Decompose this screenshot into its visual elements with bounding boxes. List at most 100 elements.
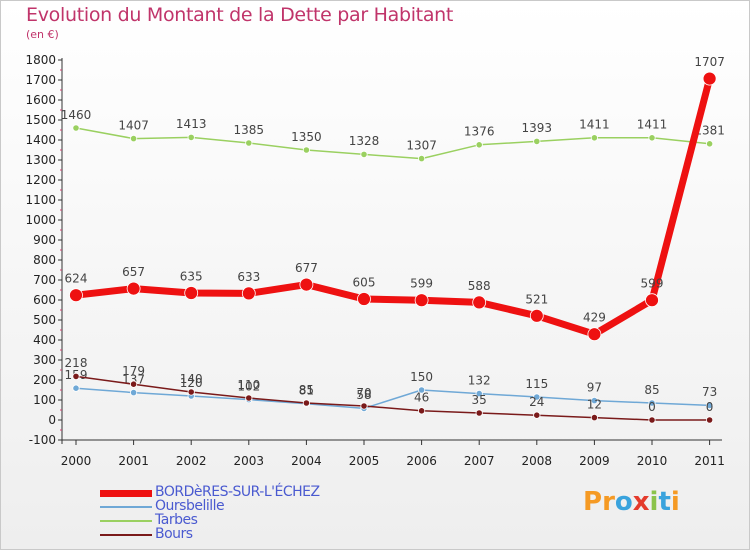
data-label-bours: 46 bbox=[414, 391, 429, 405]
series-line-tarbes bbox=[75, 127, 710, 160]
x-tick-label: 2007 bbox=[464, 454, 495, 468]
data-point-bours bbox=[245, 394, 253, 402]
data-label-bours: 0 bbox=[706, 400, 714, 414]
data-label-tarbes: 1407 bbox=[118, 118, 149, 132]
legend-swatch bbox=[100, 490, 152, 497]
chart-subtitle: (en €) bbox=[26, 28, 59, 41]
legend-item: BORDèRES-SUR-L'ÉCHEZ bbox=[100, 484, 420, 500]
data-label-tarbes: 1413 bbox=[176, 117, 207, 131]
data-point-tarbes bbox=[705, 140, 714, 148]
data-point-bord-res-sur-l-chez bbox=[587, 327, 602, 342]
legend-label: Oursbelille bbox=[155, 498, 225, 514]
data-label-oursbelille: 102 bbox=[237, 379, 260, 393]
data-label-tarbes: 1350 bbox=[291, 130, 322, 144]
data-point-bours bbox=[705, 416, 714, 424]
chart-title: Evolution du Montant de la Dette par Hab… bbox=[26, 4, 454, 26]
data-point-bord-res-sur-l-chez bbox=[357, 292, 371, 306]
x-tick-label: 2003 bbox=[234, 454, 265, 468]
data-label-oursbelille: 81 bbox=[299, 384, 314, 398]
series-line-oursbelille bbox=[75, 387, 710, 410]
data-label-tarbes: 1381 bbox=[694, 124, 725, 138]
data-label-bord-res-sur-l-chez: 635 bbox=[180, 270, 203, 284]
data-point-bord-res-sur-l-chez bbox=[126, 281, 141, 296]
data-label-tarbes: 1411 bbox=[579, 118, 610, 132]
data-point-bord-res-sur-l-chez bbox=[529, 308, 544, 323]
data-point-bours bbox=[302, 399, 310, 407]
data-point-oursbelille bbox=[705, 401, 714, 409]
y-tick-label: 800 bbox=[33, 253, 56, 267]
logo-letter: r bbox=[602, 487, 615, 517]
y-tick-label: 1400 bbox=[25, 133, 56, 147]
data-label-bord-res-sur-l-chez: 633 bbox=[237, 270, 260, 284]
data-label-bours: 0 bbox=[648, 400, 656, 414]
logo-letter: x bbox=[632, 487, 650, 517]
x-tick-label: 2011 bbox=[694, 454, 725, 468]
x-tick-label: 2000 bbox=[61, 454, 92, 468]
data-label-bord-res-sur-l-chez: 624 bbox=[65, 272, 88, 286]
data-point-tarbes bbox=[590, 134, 599, 142]
data-point-bours bbox=[533, 411, 541, 419]
data-label-bours: 110 bbox=[237, 378, 260, 392]
data-point-oursbelille bbox=[475, 389, 483, 398]
data-label-tarbes: 1460 bbox=[61, 108, 92, 122]
x-tick-label: 2006 bbox=[406, 454, 437, 468]
y-tick-label: 1600 bbox=[25, 93, 56, 107]
data-point-bord-res-sur-l-chez bbox=[69, 288, 83, 303]
data-point-bord-res-sur-l-chez bbox=[241, 286, 256, 301]
data-label-bours: 70 bbox=[356, 386, 371, 400]
x-tick-label: 2010 bbox=[637, 454, 668, 468]
data-label-tarbes: 1307 bbox=[406, 138, 437, 152]
data-label-bord-res-sur-l-chez: 599 bbox=[641, 277, 664, 291]
logo-letter: i bbox=[670, 487, 680, 517]
legend-swatch bbox=[100, 506, 152, 508]
data-label-tarbes: 1411 bbox=[637, 118, 668, 132]
data-point-tarbes bbox=[417, 155, 426, 163]
y-tick-label: 700 bbox=[33, 273, 56, 287]
data-label-bord-res-sur-l-chez: 521 bbox=[525, 292, 548, 306]
legend-label: BORDèRES-SUR-L'ÉCHEZ bbox=[155, 484, 320, 500]
data-label-bord-res-sur-l-chez: 605 bbox=[353, 276, 376, 290]
y-tick-label: 900 bbox=[33, 233, 56, 247]
legend: BORDèRES-SUR-L'ÉCHEZ Oursbelille Tarbes Bou… bbox=[100, 484, 420, 542]
data-point-tarbes bbox=[187, 133, 195, 141]
data-point-tarbes bbox=[475, 141, 483, 149]
y-tick-label: 200 bbox=[33, 373, 56, 387]
y-tick-label: 400 bbox=[33, 333, 56, 347]
data-point-tarbes bbox=[72, 124, 80, 132]
legend-swatch bbox=[100, 520, 152, 522]
data-point-oursbelille bbox=[130, 388, 138, 397]
data-point-bord-res-sur-l-chez bbox=[184, 286, 199, 300]
legend-item: Bours bbox=[100, 526, 420, 542]
data-label-bord-res-sur-l-chez: 657 bbox=[122, 265, 145, 279]
data-label-bours: 24 bbox=[529, 395, 544, 409]
data-point-bours bbox=[130, 380, 138, 388]
data-label-bours: 12 bbox=[587, 397, 602, 411]
data-point-oursbelille bbox=[590, 396, 599, 405]
data-point-bours bbox=[648, 416, 656, 424]
data-point-tarbes bbox=[245, 139, 253, 147]
data-label-bours: 179 bbox=[122, 364, 145, 378]
data-point-bours bbox=[72, 372, 80, 380]
legend-label: Bours bbox=[155, 526, 193, 542]
data-label-oursbelille: 115 bbox=[525, 377, 548, 391]
data-label-bord-res-sur-l-chez: 429 bbox=[583, 311, 606, 325]
legend-swatch bbox=[100, 534, 152, 536]
data-label-bours: 140 bbox=[180, 372, 203, 386]
y-tick-label: 1300 bbox=[25, 153, 56, 167]
data-label-oursbelille: 73 bbox=[702, 385, 717, 399]
y-tick-label: 1000 bbox=[25, 213, 56, 227]
y-tick-label: 500 bbox=[33, 313, 56, 327]
logo-letter: P bbox=[583, 487, 603, 517]
data-point-bours bbox=[475, 409, 483, 417]
data-label-tarbes: 1385 bbox=[234, 123, 265, 137]
legend-item: Tarbes bbox=[100, 512, 420, 528]
data-label-oursbelille: 150 bbox=[410, 370, 433, 384]
series-line-bours bbox=[75, 375, 710, 421]
y-tick-label: 1500 bbox=[25, 113, 56, 127]
y-tick-label: 600 bbox=[33, 293, 56, 307]
data-point-bord-res-sur-l-chez bbox=[472, 295, 487, 310]
legend-label: Tarbes bbox=[155, 512, 198, 528]
x-tick-label: 2001 bbox=[118, 454, 149, 468]
proxiti-logo: Proxiti bbox=[583, 487, 680, 517]
